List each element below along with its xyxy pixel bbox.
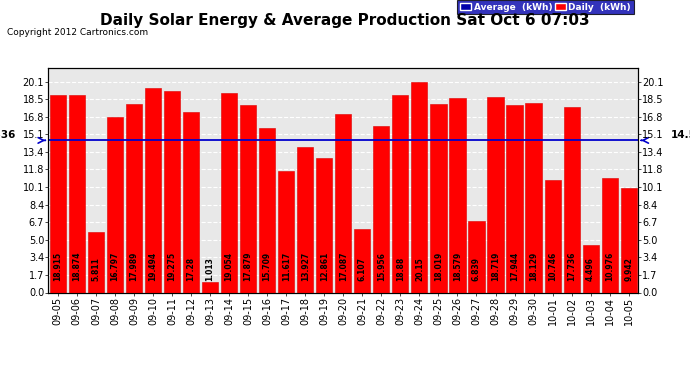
Text: 1.013: 1.013 xyxy=(206,257,215,281)
Bar xyxy=(278,171,294,292)
Bar xyxy=(297,147,313,292)
Bar xyxy=(126,104,142,292)
Text: 19.275: 19.275 xyxy=(168,252,177,281)
Bar xyxy=(487,97,504,292)
Bar xyxy=(431,104,446,292)
Text: 18.129: 18.129 xyxy=(529,252,538,281)
Text: 11.617: 11.617 xyxy=(282,252,290,281)
Text: 17.989: 17.989 xyxy=(130,252,139,281)
Bar xyxy=(88,232,104,292)
Bar xyxy=(393,95,408,292)
Bar xyxy=(544,180,561,292)
Bar xyxy=(69,95,85,292)
Bar xyxy=(259,128,275,292)
Bar xyxy=(316,158,333,292)
Text: 18.88: 18.88 xyxy=(396,257,405,281)
Bar xyxy=(582,246,599,292)
Bar xyxy=(164,91,180,292)
Bar xyxy=(202,282,218,292)
Bar xyxy=(620,189,637,292)
Text: 17.087: 17.087 xyxy=(339,252,348,281)
Text: 14.536: 14.536 xyxy=(0,130,16,140)
Text: 17.879: 17.879 xyxy=(244,252,253,281)
Text: 16.797: 16.797 xyxy=(110,252,119,281)
Text: 9.942: 9.942 xyxy=(624,257,633,281)
Bar xyxy=(469,221,484,292)
Text: 18.874: 18.874 xyxy=(72,252,81,281)
Bar xyxy=(411,82,428,292)
Bar xyxy=(145,88,161,292)
Bar xyxy=(335,114,351,292)
Text: 19.494: 19.494 xyxy=(148,252,157,281)
Text: 15.956: 15.956 xyxy=(377,252,386,281)
Bar xyxy=(373,126,389,292)
Text: 5.811: 5.811 xyxy=(91,257,100,281)
Text: 17.944: 17.944 xyxy=(510,252,519,281)
Text: 6.839: 6.839 xyxy=(472,257,481,281)
Text: 4.496: 4.496 xyxy=(586,257,595,281)
Text: 19.054: 19.054 xyxy=(224,252,234,281)
Text: 20.15: 20.15 xyxy=(415,258,424,281)
Bar xyxy=(50,94,66,292)
Bar xyxy=(107,117,123,292)
Text: Daily Solar Energy & Average Production Sat Oct 6 07:03: Daily Solar Energy & Average Production … xyxy=(100,13,590,28)
Text: 13.927: 13.927 xyxy=(301,252,310,281)
Text: 18.579: 18.579 xyxy=(453,252,462,281)
Text: 18.019: 18.019 xyxy=(434,252,443,281)
Text: Copyright 2012 Cartronics.com: Copyright 2012 Cartronics.com xyxy=(7,28,148,37)
Legend: Average  (kWh), Daily  (kWh): Average (kWh), Daily (kWh) xyxy=(457,0,633,14)
Text: 17.28: 17.28 xyxy=(186,257,195,281)
Bar xyxy=(183,112,199,292)
Bar xyxy=(449,98,466,292)
Text: 18.719: 18.719 xyxy=(491,252,500,281)
Bar xyxy=(602,178,618,292)
Bar xyxy=(240,105,256,292)
Text: 15.709: 15.709 xyxy=(263,252,272,281)
Text: 18.915: 18.915 xyxy=(53,252,62,281)
Text: 10.976: 10.976 xyxy=(605,252,614,281)
Text: 6.107: 6.107 xyxy=(358,257,367,281)
Bar xyxy=(564,107,580,292)
Bar xyxy=(506,105,522,292)
Text: 14.536: 14.536 xyxy=(671,130,690,140)
Text: 12.861: 12.861 xyxy=(319,252,328,281)
Text: 10.746: 10.746 xyxy=(548,252,557,281)
Text: 17.736: 17.736 xyxy=(567,252,576,281)
Bar xyxy=(526,103,542,292)
Bar xyxy=(221,93,237,292)
Bar xyxy=(354,229,371,292)
